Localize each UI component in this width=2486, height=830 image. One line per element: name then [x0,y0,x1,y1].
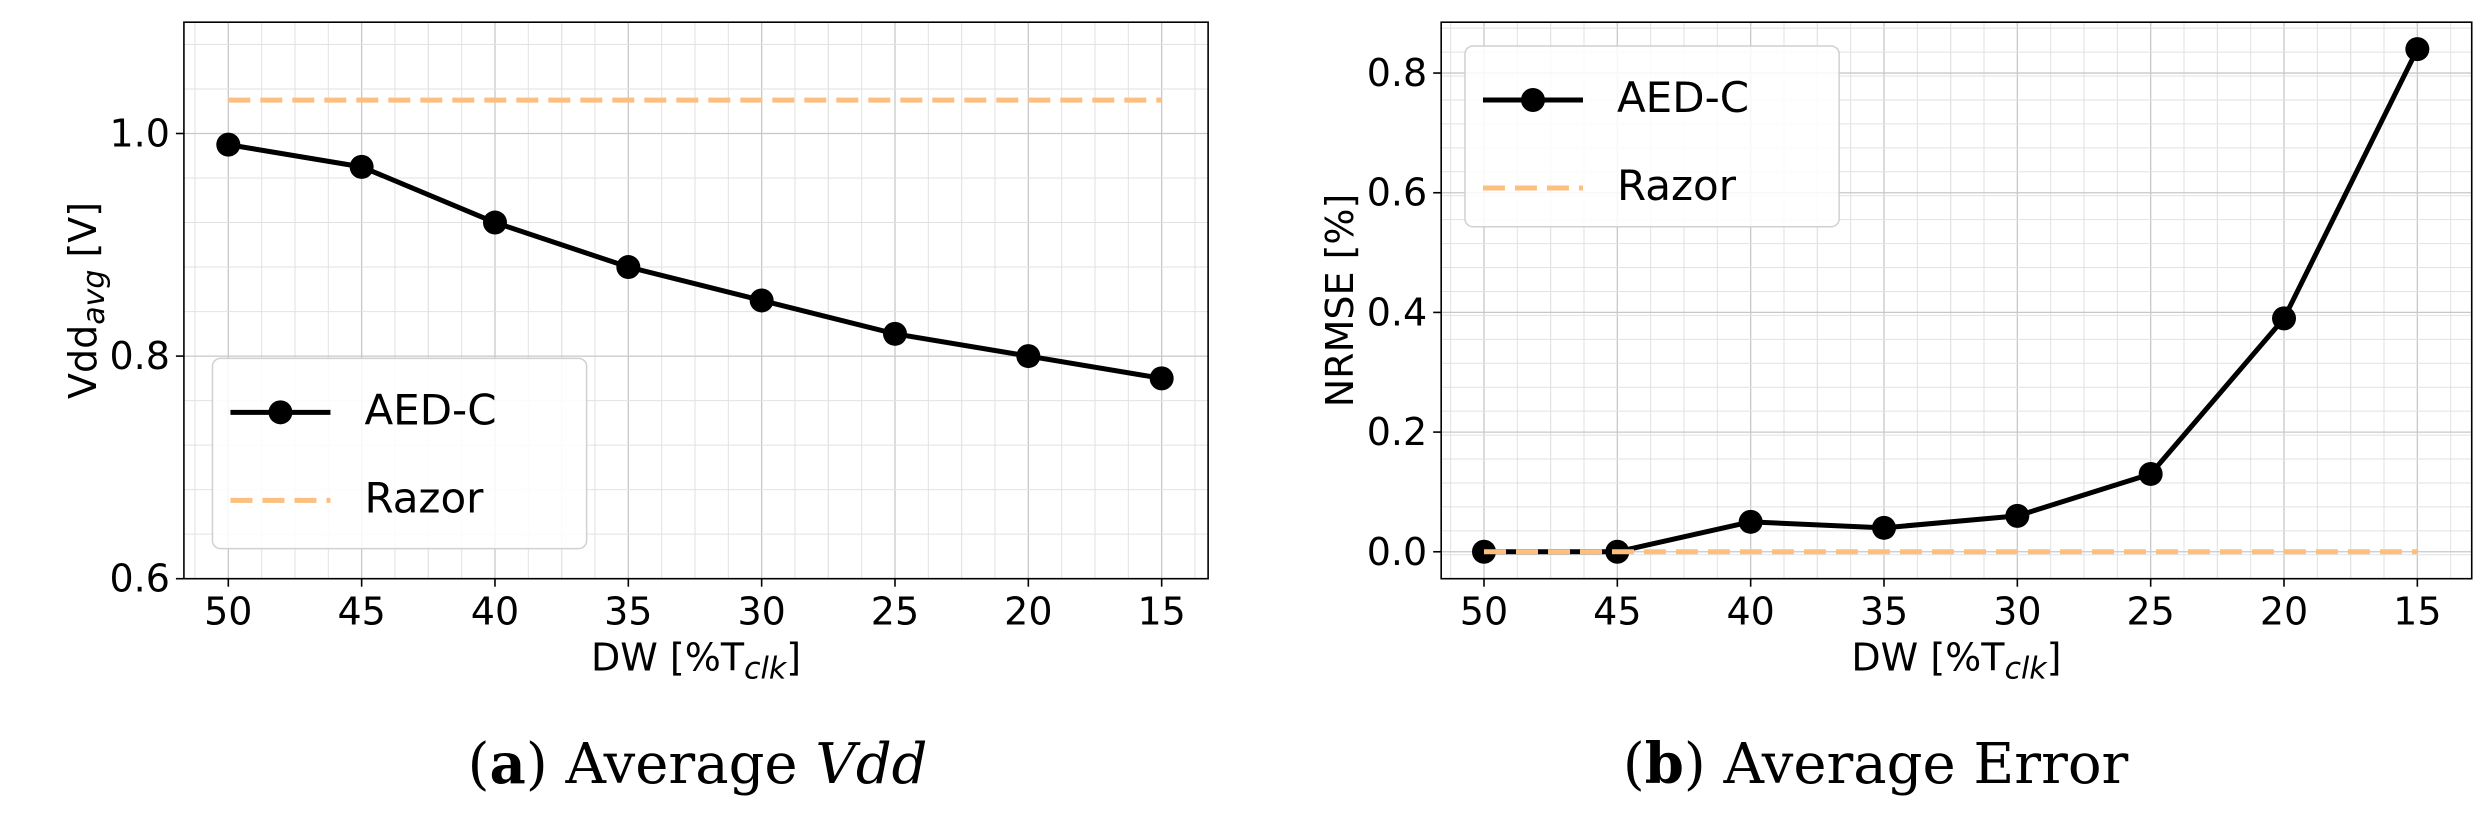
data-point [616,255,641,280]
data-point [2138,461,2163,486]
x-tick-label: 20 [2260,590,2308,634]
plot-frame [1440,21,2473,580]
data-point [216,132,241,157]
y-tick-label: 0.6 [109,557,169,601]
caption: (b) Average Error [1623,731,2129,797]
legend-box [1464,45,1840,228]
legend-label: AED-C [364,385,496,434]
y-tick-label: 1.0 [109,111,169,155]
data-point [349,154,374,179]
x-tick-label: 30 [737,590,785,634]
legend: AED-C Razor [1464,45,1840,228]
series-line-aed-c [1483,48,2420,555]
data-point [882,321,907,346]
x-tick-label: 25 [2126,590,2174,634]
x-axis-label: DW [%Tclk] [591,636,801,687]
data-point [482,210,507,235]
series-aed-c [216,132,1174,391]
legend-marker [1520,87,1545,112]
y-tick-label: 0.6 [1367,171,1427,215]
x-tick-label: 40 [1726,590,1774,634]
x-tick-label: 15 [1137,590,1185,634]
y-tick-label: 0.4 [1367,290,1427,334]
legend-label: Razor [1617,161,1737,210]
y-tick-label: 0.8 [1367,51,1427,95]
y-tick-label: 0.8 [109,334,169,378]
x-tick-label: 15 [2393,590,2441,634]
series-line-aed-c [227,142,1163,381]
y-tick-label: 0.2 [1367,410,1427,454]
x-tick-label: 45 [1593,590,1641,634]
data-point [1016,344,1041,369]
x-tick-label: 35 [1860,590,1908,634]
x-tick-label: 50 [1460,590,1508,634]
plot-frame [183,21,1209,580]
data-point [2405,37,2430,62]
legend-label: AED-C [1617,73,1749,122]
legend-label: Razor [364,473,484,522]
data-point [749,288,774,313]
y-tick-label: 0.0 [1367,530,1427,574]
data-point [1872,515,1897,540]
x-tick-label: 50 [204,590,252,634]
x-tick-label: 30 [1993,590,2041,634]
chart-panel-a: 0.6 0.8 1.0 50 45 40 35 30 25 20 15 DW [%Tclk] Vddav… [61,21,1209,797]
data-point [2272,306,2297,331]
x-tick-label: 25 [871,590,919,634]
y-axis-label: NRMSE [%] [1318,194,1362,408]
x-tick-label: 40 [471,590,519,634]
y-axis-label: Vddavg [V] [61,202,112,399]
legend-marker [268,400,293,425]
x-tick-label: 20 [1004,590,1052,634]
caption: (a) Average Vdd [468,731,928,797]
x-axis-label: DW [%Tclk] [1851,636,2061,687]
series-aed-c [1471,37,2430,564]
data-point [1738,509,1763,534]
legend: AED-C Razor [211,357,588,550]
data-point [2005,503,2030,528]
chart-panel-b: 0.0 0.2 0.4 0.6 0.8 50 45 40 35 30 25 20 15 DW [%Tclk… [1318,21,2473,797]
x-tick-label: 45 [337,590,385,634]
x-tick-label: 35 [604,590,652,634]
data-point [1149,366,1174,391]
